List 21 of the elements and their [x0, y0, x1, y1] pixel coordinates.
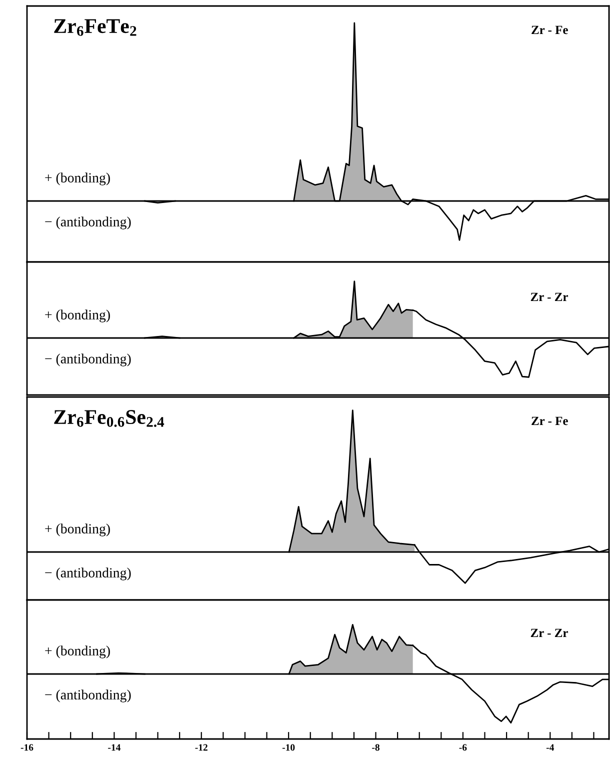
annotation: Zr - Fe — [532, 416, 568, 426]
x-tick-label: -16 — [20, 744, 34, 751]
annotation: + (bonding) — [45, 524, 110, 536]
annotation: + (bonding) — [45, 172, 110, 186]
chart-title: Zr$_{6}$FeTe$_{2}$ — [54, 19, 136, 36]
x-tick-label: -14 — [108, 744, 120, 751]
annotation: Zr - Zr — [530, 292, 568, 302]
annotation: Zr - Fe — [532, 26, 568, 34]
annotation: Zr - Zr — [530, 628, 568, 638]
annotation: − (antibonding) — [45, 354, 131, 366]
x-tick-label: -8 — [372, 744, 380, 751]
annotation: + (bonding) — [45, 310, 110, 322]
annotation: + (bonding) — [45, 646, 110, 658]
chart-title: Zr$_{6}$Fe$_{0.6}$Se$_{2.4}$ — [54, 410, 164, 427]
x-tick-label: -10 — [282, 744, 295, 751]
x-tick-label: -4 — [546, 744, 554, 751]
annotation: − (antibonding) — [45, 690, 131, 702]
x-tick-label: -6 — [459, 744, 467, 751]
annotation: − (antibonding) — [45, 568, 131, 580]
x-tick-label: -12 — [195, 744, 208, 751]
annotation: − (antibonding) — [45, 216, 131, 230]
